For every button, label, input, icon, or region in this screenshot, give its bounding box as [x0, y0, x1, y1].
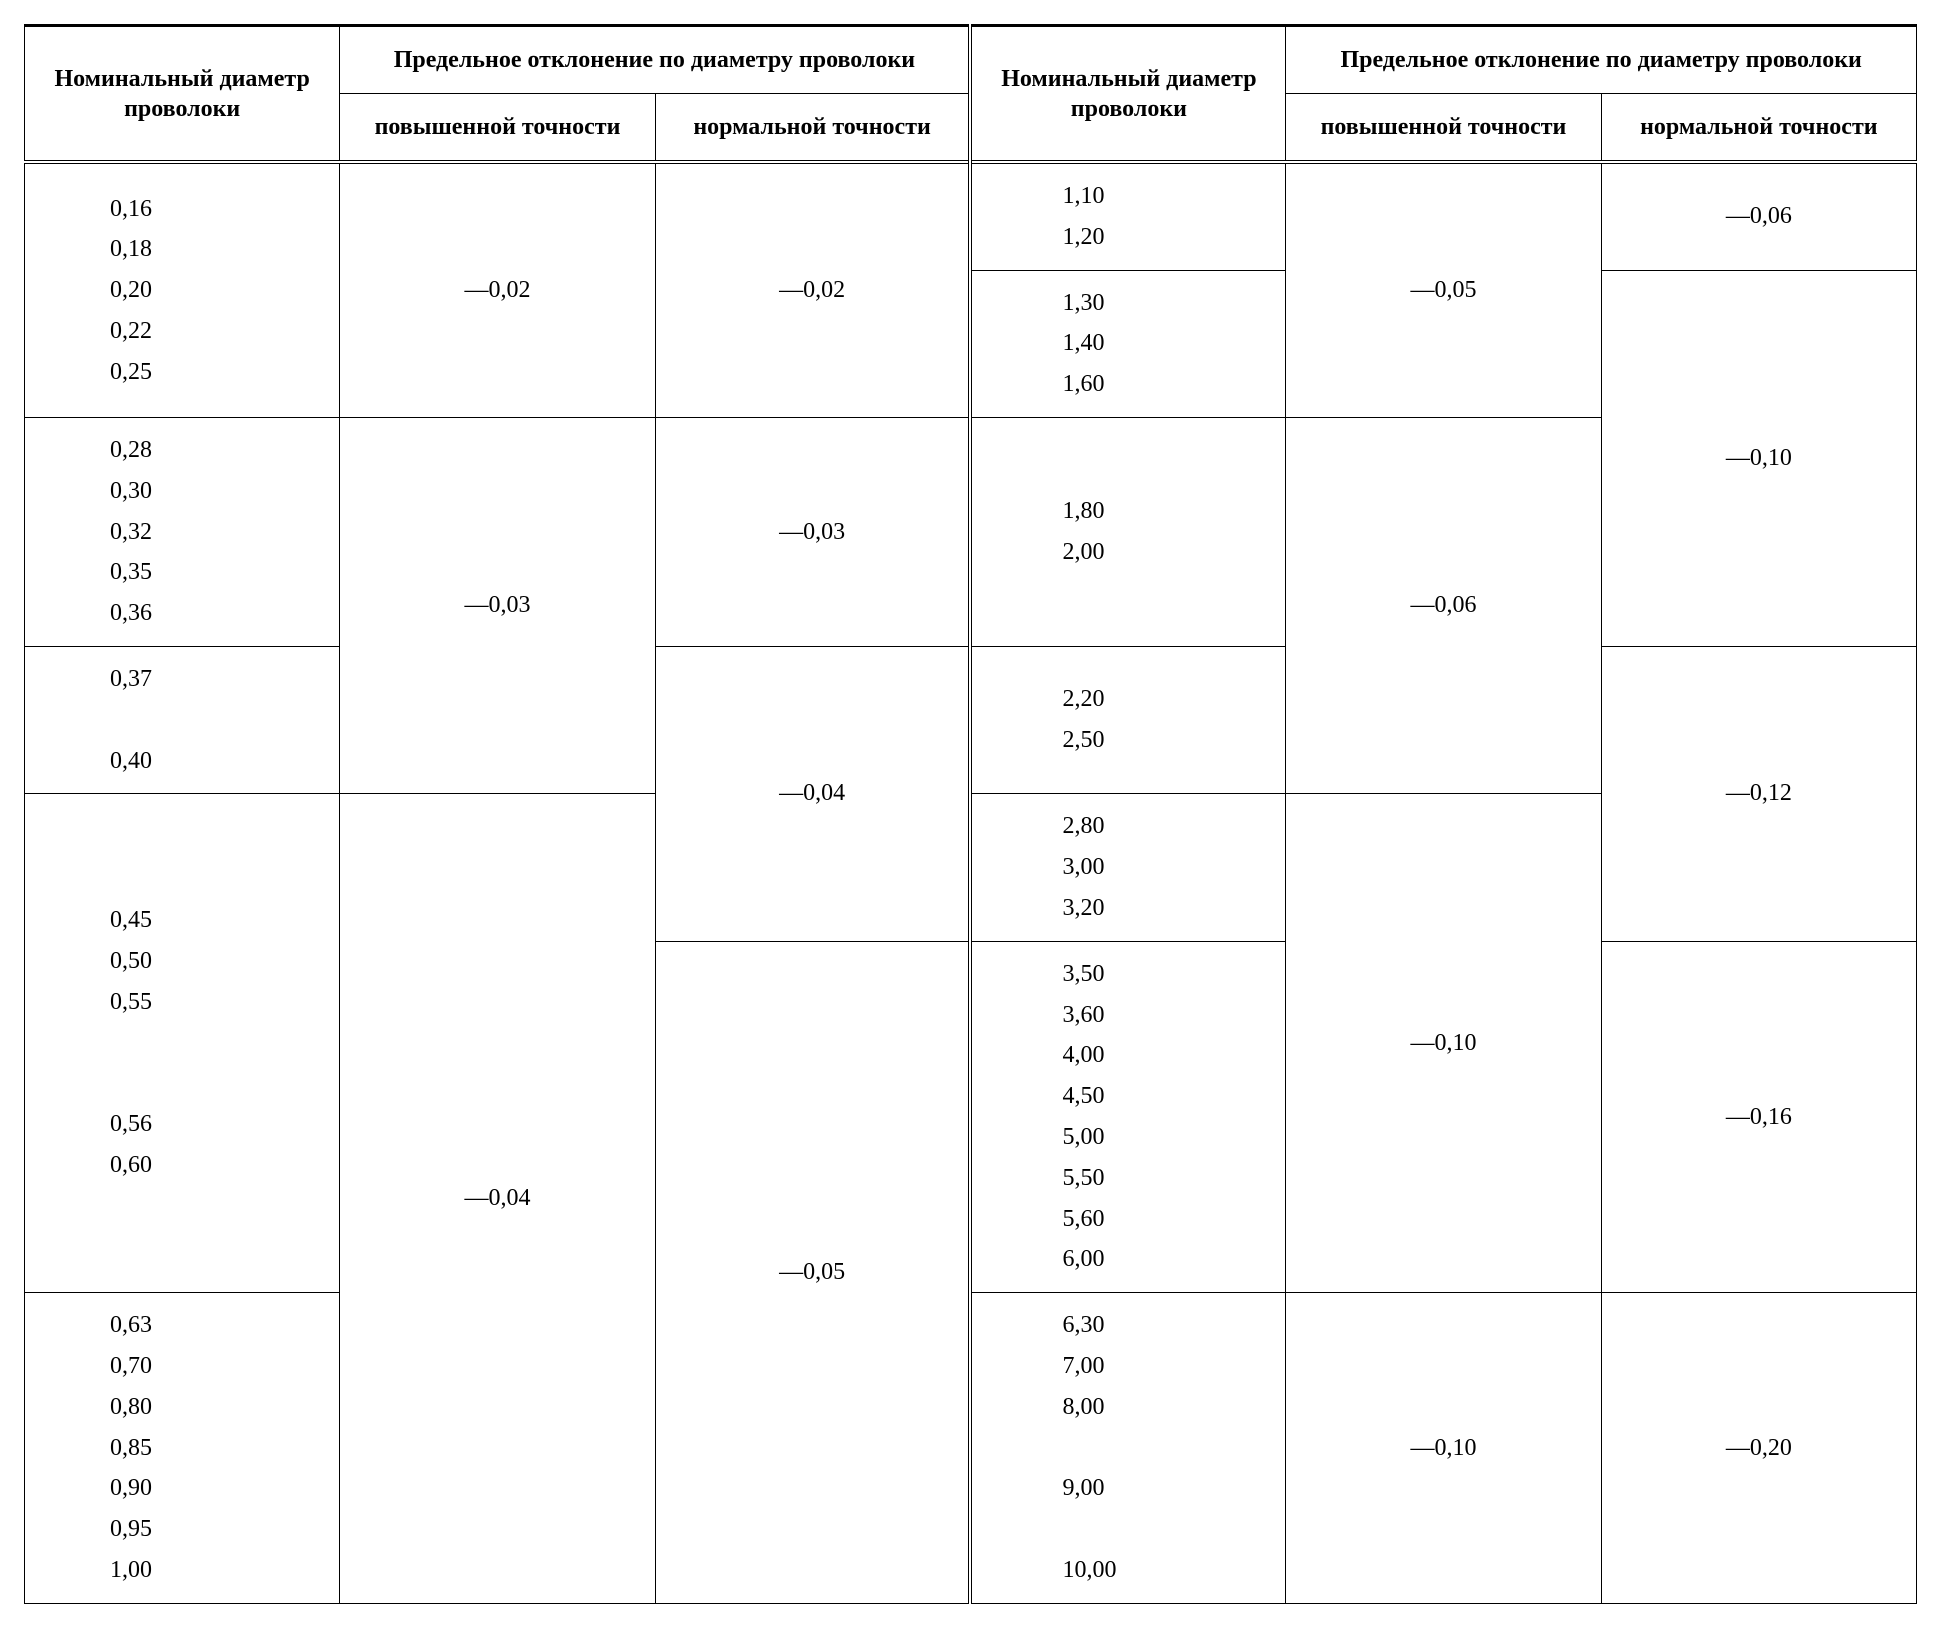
nominal-cell: 0,37 0,40: [25, 646, 340, 793]
normal-prec-cell: —0,03: [655, 417, 970, 646]
normal-prec-cell-r: —0,06: [1601, 162, 1916, 270]
nominal-cell-r: 3,503,604,004,505,005,505,606,00: [970, 941, 1285, 1292]
wire-tolerance-table: Номинальный диаметр проволоки Предельное…: [24, 24, 1917, 1604]
col-nominal-right: Номинальный диаметр проволоки: [970, 26, 1285, 163]
table-row: 0,160,180,200,220,25 —0,02 —0,02 1,101,2…: [25, 162, 1917, 270]
nominal-cell-r: 1,101,20: [970, 162, 1285, 270]
high-prec-cell-r: —0,10: [1286, 1293, 1601, 1604]
high-prec-cell: —0,03: [340, 417, 655, 793]
table-row: 0,37 0,40 —0,04 2,202,50 —0,12: [25, 646, 1917, 793]
normal-prec-cell-r: —0,12: [1601, 646, 1916, 941]
high-prec-cell-r: —0,05: [1286, 162, 1601, 417]
table-header-row-1: Номинальный диаметр проволоки Предельное…: [25, 26, 1917, 94]
nominal-cell-r: 2,803,003,20: [970, 794, 1285, 941]
nominal-cell-r: 2,202,50: [970, 646, 1285, 793]
normal-prec-cell: —0,02: [655, 162, 970, 417]
nominal-cell: 0,280,300,320,350,36: [25, 417, 340, 646]
table-container: Номинальный диаметр проволоки Предельное…: [24, 24, 1917, 1604]
normal-prec-cell-r: —0,10: [1601, 270, 1916, 646]
nominal-cell: 0,630,700,800,850,900,951,00: [25, 1293, 340, 1604]
high-prec-cell: —0,02: [340, 162, 655, 417]
col-deviation-group-right: Предельное отклонение по диаметру провол…: [1286, 26, 1917, 94]
col-normal-precision-right: нормальной точности: [1601, 94, 1916, 163]
col-high-precision-right: повышенной точности: [1286, 94, 1601, 163]
normal-prec-cell-r: —0,20: [1601, 1293, 1916, 1604]
nominal-cell: 0,450,500,55 0,560,60: [25, 794, 340, 1293]
nominal-cell-r: 1,301,401,60: [970, 270, 1285, 417]
col-normal-precision-left: нормальной точности: [655, 94, 970, 163]
col-high-precision-left: повышенной точности: [340, 94, 655, 163]
high-prec-cell-r: —0,10: [1286, 794, 1601, 1293]
normal-prec-cell-r: —0,16: [1601, 941, 1916, 1292]
nominal-cell-r: 1,802,00: [970, 417, 1285, 646]
high-prec-cell: —0,04: [340, 794, 655, 1603]
table-row: 0,630,700,800,850,900,951,00 6,307,008,0…: [25, 1293, 1917, 1604]
col-nominal-left: Номинальный диаметр проволоки: [25, 26, 340, 163]
high-prec-cell-r: —0,06: [1286, 417, 1601, 793]
normal-prec-cell: —0,05: [655, 941, 970, 1603]
normal-prec-cell: —0,04: [655, 646, 970, 941]
nominal-cell-r: 6,307,008,00 9,00 10,00: [970, 1293, 1285, 1604]
col-deviation-group-left: Предельное отклонение по диаметру провол…: [340, 26, 971, 94]
nominal-cell: 0,160,180,200,220,25: [25, 162, 340, 417]
